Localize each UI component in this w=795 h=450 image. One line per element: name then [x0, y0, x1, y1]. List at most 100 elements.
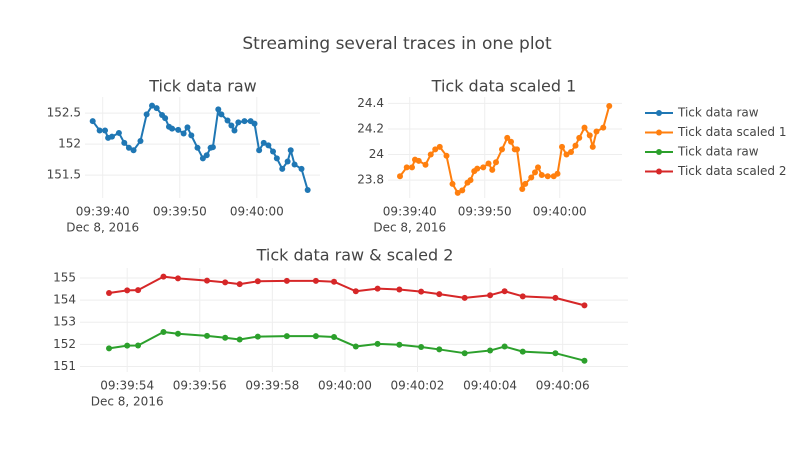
x-date-label: Dec 8, 2016 [66, 221, 139, 235]
data-point [203, 152, 210, 159]
data-point [194, 144, 201, 151]
data-point [532, 169, 538, 176]
data-point [222, 334, 229, 341]
y-tick-label: 152.5 [47, 106, 81, 120]
legend-label: Tick data scaled 1 [677, 125, 787, 139]
data-point [374, 340, 381, 347]
y-tick-label: 152 [58, 137, 81, 151]
data-point [256, 147, 263, 154]
data-point [180, 130, 187, 137]
data-point [489, 166, 496, 173]
legend-item: Tick data raw [645, 106, 759, 120]
data-point [403, 164, 410, 171]
data-point [535, 164, 541, 171]
x-tick-label: 09:39:40 [383, 205, 437, 219]
data-point [96, 127, 103, 134]
data-point [283, 333, 290, 340]
data-point [586, 132, 593, 139]
data-point [106, 290, 113, 297]
x-tick-label: 09:40:00 [318, 379, 372, 393]
data-point [396, 286, 403, 293]
data-point [312, 333, 319, 340]
subplot-title: Tick data raw & scaled 2 [256, 246, 454, 265]
data-point [174, 330, 181, 337]
data-point [487, 292, 494, 299]
data-point [352, 343, 359, 350]
x-date-label: Dec 8, 2016 [91, 395, 164, 409]
y-tick-label: 155 [53, 270, 76, 284]
data-point [115, 129, 122, 136]
data-point [581, 302, 588, 309]
data-point [270, 148, 276, 155]
y-tick-label: 151.5 [47, 168, 81, 182]
data-point [218, 111, 225, 118]
data-point [418, 343, 425, 350]
data-point [485, 160, 492, 167]
data-point [427, 151, 434, 158]
data-point [260, 139, 267, 146]
data-point [528, 174, 535, 181]
data-point [519, 186, 526, 193]
data-point [135, 342, 142, 349]
data-point [279, 165, 286, 172]
data-point [544, 173, 551, 180]
data-point [204, 277, 211, 284]
x-tick-label: 09:40:06 [536, 379, 590, 393]
y-tick-label: 154 [53, 293, 76, 307]
data-point [418, 288, 425, 295]
data-point [449, 180, 456, 187]
data-point [487, 347, 494, 354]
y-tick-label: 151 [53, 359, 76, 373]
data-point [501, 343, 508, 350]
data-point [522, 180, 529, 187]
data-point [169, 125, 176, 132]
data-point [102, 127, 109, 134]
y-tick-label: 153 [53, 315, 76, 329]
x-tick-label: 09:40:04 [463, 379, 517, 393]
data-point [283, 277, 290, 284]
data-point [467, 177, 474, 184]
legend-item: Tick data scaled 2 [645, 164, 787, 178]
data-point [563, 151, 570, 158]
data-point [538, 171, 545, 178]
data-point [135, 287, 142, 294]
data-point [287, 147, 294, 154]
legend-marker [656, 149, 662, 155]
x-tick-label: 09:39:40 [76, 205, 130, 219]
data-point [331, 334, 338, 341]
data-point [559, 143, 565, 150]
data-point [231, 127, 238, 134]
data-point [241, 118, 248, 125]
legend-marker [656, 110, 662, 116]
legend-label: Tick data raw [677, 145, 759, 159]
data-point [493, 159, 499, 166]
data-point [284, 158, 291, 165]
data-point [606, 102, 613, 109]
data-point [153, 105, 160, 112]
data-point [291, 161, 298, 168]
data-point [143, 111, 150, 118]
series-line [108, 330, 585, 362]
data-point [504, 134, 511, 141]
y-tick-label: 152 [53, 337, 76, 351]
x-tick-label: 09:40:00 [230, 205, 284, 219]
data-point [480, 164, 487, 171]
y-tick-label: 24.4 [357, 96, 384, 110]
data-point [397, 173, 403, 180]
data-point [160, 273, 167, 280]
data-point [454, 189, 461, 196]
data-point [149, 102, 156, 109]
subplot-title: Tick data raw [148, 77, 256, 96]
legend-marker [656, 129, 662, 136]
data-point [409, 164, 415, 171]
data-point [215, 106, 222, 113]
data-point [459, 187, 466, 194]
data-point [236, 336, 243, 343]
legend-label: Tick data scaled 2 [677, 164, 787, 178]
y-tick-label: 24 [369, 147, 384, 161]
x-tick-label: 09:39:54 [100, 379, 154, 393]
data-point [501, 288, 508, 295]
data-point [572, 142, 579, 149]
data-point [298, 165, 305, 172]
